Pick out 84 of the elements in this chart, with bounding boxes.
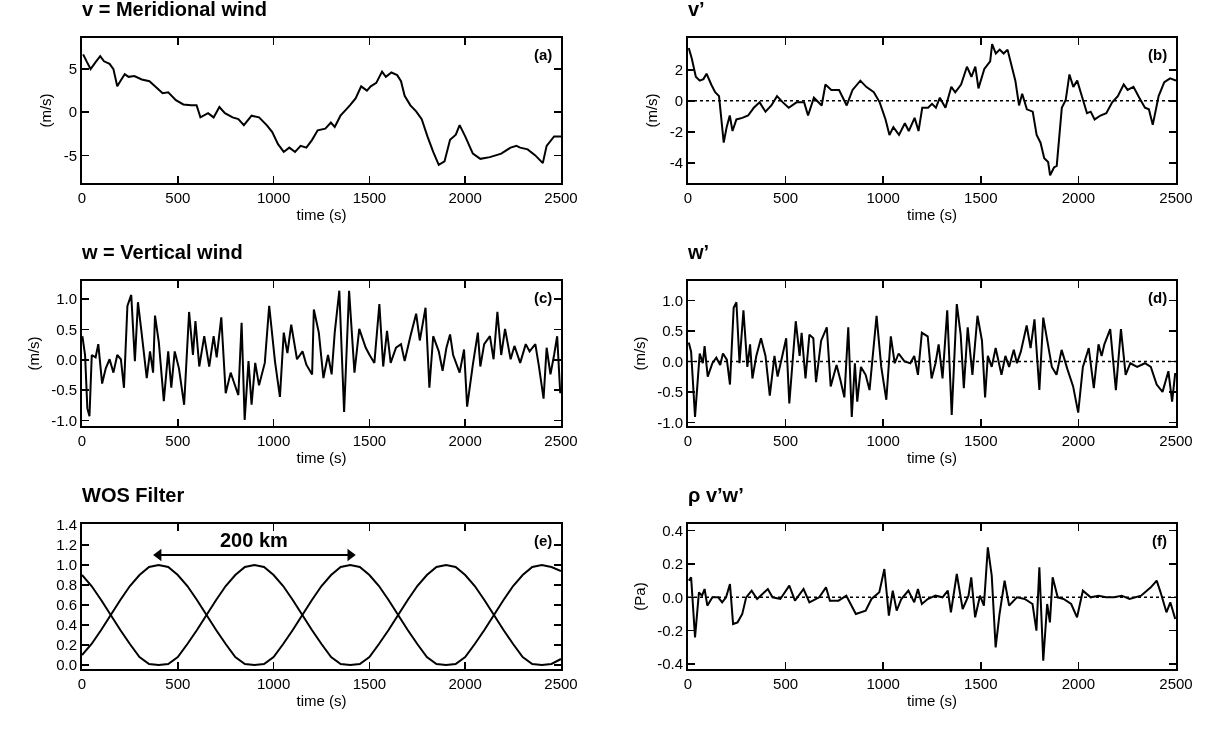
y-tick-label: 0.0 — [662, 352, 683, 370]
chart-title: WOS Filter — [82, 484, 185, 507]
x-tick-label: 2500 — [1159, 189, 1193, 206]
y-axis-title: (m/s) — [643, 93, 661, 128]
x-tick-label: 2500 — [544, 675, 578, 692]
x-tick-label: 1500 — [352, 189, 387, 206]
y-tick-label: 0.5 — [662, 322, 683, 340]
x-tick-label: 2500 — [1159, 432, 1193, 449]
legend-label: 200 km — [220, 529, 288, 551]
x-axis-title: time (s) — [296, 205, 347, 223]
x-tick-label: 1000 — [866, 675, 900, 692]
chart-title: v’ — [688, 0, 705, 21]
y-tick-label: 0.6 — [56, 596, 77, 614]
x-tick-label: 500 — [773, 189, 799, 206]
y-axis-title: (m/s) — [24, 336, 42, 371]
x-tick-label: 500 — [165, 432, 191, 449]
y-tick-label: 0.4 — [662, 521, 683, 539]
y-tick-label: -0.2 — [657, 621, 683, 639]
y-tick-label: -0.5 — [51, 381, 77, 399]
y-tick-label: 0.0 — [56, 351, 77, 369]
x-tick-label: 2500 — [1159, 675, 1193, 692]
x-tick-label: 500 — [773, 432, 799, 449]
y-tick-label: 0 — [674, 92, 683, 110]
x-tick-label: 1000 — [256, 189, 291, 206]
x-tick-label: 1000 — [256, 432, 291, 449]
y-tick-label: -1.0 — [51, 411, 77, 429]
y-tick-label: 0.2 — [662, 555, 683, 573]
x-tick-label: 2500 — [544, 189, 578, 206]
chart-title: v = Meridional wind — [82, 0, 268, 21]
x-axis-title: time (s) — [907, 448, 957, 466]
y-tick-label: -5 — [63, 146, 77, 164]
x-tick-label: 1000 — [866, 189, 900, 206]
y-tick-label: 5 — [68, 60, 77, 78]
y-tick-label: 0.8 — [56, 576, 77, 594]
y-tick-label: 0.0 — [56, 656, 77, 674]
y-tick-label: 1.0 — [56, 556, 77, 574]
y-tick-label: -4 — [669, 154, 683, 172]
annotation: (e) — [534, 532, 553, 549]
x-tick-label: 2500 — [544, 432, 578, 449]
x-tick-label: 500 — [165, 189, 191, 206]
y-tick-label: -0.4 — [657, 655, 683, 673]
x-tick-label: 1000 — [256, 675, 291, 692]
chart-title: ρ v’w’ — [688, 484, 744, 507]
y-tick-label: -2 — [669, 123, 683, 141]
y-tick-label: 0 — [68, 103, 77, 121]
x-tick-label: 1500 — [964, 675, 998, 692]
x-tick-label: 1500 — [352, 432, 387, 449]
x-tick-label: 2000 — [1061, 432, 1096, 449]
x-tick-label: 1500 — [964, 432, 998, 449]
x-axis-title: time (s) — [296, 691, 347, 709]
annotation: (d) — [1148, 289, 1168, 306]
y-tick-label: 0.0 — [662, 588, 683, 606]
x-tick-label: 1500 — [964, 189, 998, 206]
y-axis-title: (Pa) — [630, 582, 648, 611]
x-axis-title: time (s) — [907, 205, 957, 223]
x-tick-label: 1500 — [352, 675, 387, 692]
x-tick-label: 2000 — [448, 189, 482, 206]
annotation: (c) — [534, 289, 553, 306]
y-tick-label: 0.5 — [56, 320, 77, 338]
y-tick-label: -0.5 — [657, 383, 683, 401]
y-axis-title: (m/s) — [630, 336, 648, 371]
annotation: (b) — [1148, 46, 1168, 63]
x-tick-label: 2000 — [1061, 675, 1096, 692]
y-tick-label: 1.2 — [56, 536, 77, 554]
y-tick-label: 1.4 — [56, 516, 77, 534]
annotation: (f) — [1152, 532, 1167, 549]
x-tick-label: 2000 — [1061, 189, 1096, 206]
y-axis-title: (m/s) — [37, 93, 55, 128]
annotation: (a) — [534, 46, 553, 63]
x-axis-title: time (s) — [907, 691, 957, 709]
x-tick-label: 500 — [773, 675, 799, 692]
x-tick-label: 1000 — [866, 432, 900, 449]
y-tick-label: 2 — [674, 61, 683, 79]
y-tick-label: 1.0 — [662, 291, 683, 309]
chart-title: w’ — [687, 241, 710, 264]
y-tick-label: 1.0 — [56, 290, 77, 308]
x-tick-label: 500 — [165, 675, 191, 692]
y-tick-label: 0.2 — [56, 636, 77, 654]
x-tick-label: 2000 — [448, 675, 482, 692]
y-tick-label: -1.0 — [657, 413, 683, 431]
y-tick-label: 0.4 — [56, 616, 77, 634]
chart-title: w = Vertical wind — [81, 241, 243, 264]
x-axis-title: time (s) — [296, 448, 347, 466]
x-tick-label: 2000 — [448, 432, 482, 449]
